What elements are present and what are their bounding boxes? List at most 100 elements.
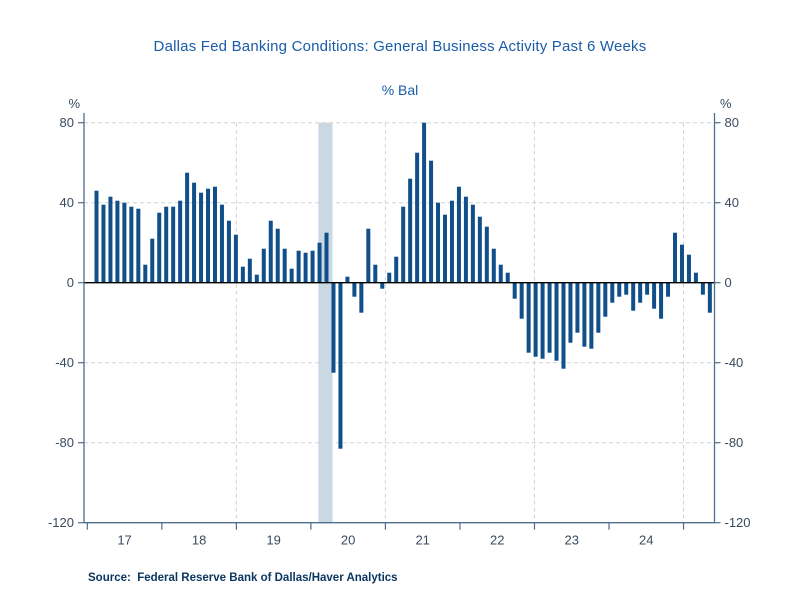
bar [387, 272, 392, 283]
bar [470, 204, 475, 283]
bar [596, 282, 601, 333]
bar [589, 282, 594, 349]
bar [700, 282, 705, 295]
bar [150, 238, 155, 283]
x-tick-label: 17 [117, 533, 131, 548]
y-tick-label-right: 0 [725, 275, 732, 290]
bar [498, 264, 503, 283]
x-tick-label: 22 [490, 533, 504, 548]
y-tick-label-left: 0 [67, 275, 74, 290]
bar [108, 196, 113, 283]
bar [436, 202, 441, 283]
bar [171, 206, 176, 283]
y-tick-label-right: 80 [725, 115, 739, 130]
y-tick-label-left: -80 [55, 435, 74, 450]
bar [533, 282, 538, 357]
y-axis-unit-left: % [68, 96, 80, 111]
bar [136, 208, 141, 283]
bar [199, 192, 204, 283]
bar [561, 282, 566, 369]
x-tick-label: 23 [565, 533, 579, 548]
bar [122, 202, 127, 283]
y-tick-label-right: 40 [725, 195, 739, 210]
bar [666, 282, 671, 297]
bar [247, 258, 252, 283]
y-tick-label-right: -40 [725, 355, 744, 370]
bar [408, 178, 413, 283]
bar [240, 266, 245, 283]
bar [575, 282, 580, 333]
bar [303, 252, 308, 283]
bar [449, 200, 454, 283]
bar [540, 282, 545, 359]
bar [484, 226, 489, 283]
bar [345, 276, 350, 283]
bar [261, 248, 266, 283]
bar [192, 182, 197, 283]
bar [94, 190, 99, 283]
bar [219, 204, 224, 283]
bar [652, 282, 657, 309]
bar [226, 220, 231, 283]
bar [610, 282, 615, 303]
bar [673, 232, 678, 283]
bar [693, 272, 698, 283]
bar [624, 282, 629, 295]
bar [129, 206, 134, 283]
x-tick-label: 21 [415, 533, 429, 548]
y-axis-unit-right: % [720, 96, 732, 111]
bar [289, 268, 294, 283]
bar [568, 282, 573, 343]
bar [254, 274, 259, 283]
bar [491, 248, 496, 283]
bar [164, 206, 169, 283]
source-note: Source: Federal Reserve Bank of Dallas/H… [88, 572, 398, 584]
bar [394, 256, 399, 283]
bar [582, 282, 587, 347]
y-tick-label-left: 80 [60, 115, 74, 130]
x-tick-label: 19 [266, 533, 280, 548]
y-tick-label-left: -40 [55, 355, 74, 370]
bar [212, 186, 217, 283]
bar [679, 244, 684, 283]
bar [617, 282, 622, 297]
bar [422, 122, 427, 283]
bar [331, 282, 336, 373]
bar [519, 282, 524, 319]
bar [178, 200, 183, 283]
bar [275, 228, 280, 283]
bar [324, 232, 329, 283]
bar [157, 212, 162, 283]
bar [233, 234, 238, 283]
bar [359, 282, 364, 313]
bar [380, 282, 385, 289]
bar [631, 282, 636, 311]
bar [268, 220, 273, 283]
bar [296, 250, 301, 283]
y-tick-label-right: -120 [725, 515, 751, 530]
bar [373, 264, 378, 283]
bar [338, 282, 343, 449]
bar [282, 248, 287, 283]
x-tick-label: 18 [192, 533, 206, 548]
bar [443, 214, 447, 283]
bar [512, 282, 517, 299]
chart-subtitle: % Bal [381, 82, 419, 98]
bar [101, 204, 106, 283]
bar [317, 242, 322, 283]
bar [366, 228, 371, 283]
y-tick-label-left: -120 [48, 515, 74, 530]
chart-title: Dallas Fed Banking Conditions: General B… [153, 38, 647, 55]
bar [401, 206, 406, 283]
bar [310, 250, 315, 283]
y-tick-label-right: -80 [725, 435, 744, 450]
x-tick-label: 24 [639, 533, 653, 548]
bar [526, 282, 531, 353]
bar [659, 282, 664, 319]
recession-band [318, 122, 333, 523]
bar [185, 172, 190, 283]
bar [686, 254, 691, 283]
bar [429, 160, 434, 283]
bar [463, 196, 468, 283]
